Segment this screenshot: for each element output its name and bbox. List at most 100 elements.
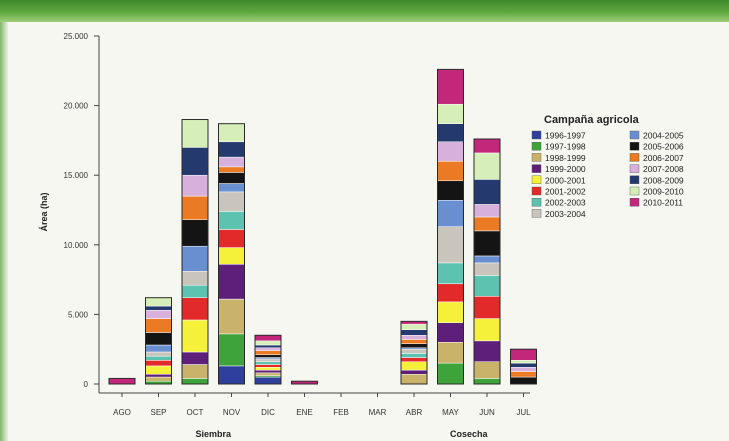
bar-segment	[145, 344, 172, 353]
x-group-label: Siembra	[195, 429, 232, 439]
bar-outline	[400, 320, 428, 385]
bar-segment	[437, 341, 464, 364]
bar-segment	[254, 340, 282, 346]
bar-segment	[218, 264, 245, 300]
x-tick-label: AGO	[113, 408, 131, 417]
bar-segment	[473, 318, 501, 342]
bar-outline	[218, 123, 245, 385]
y-tick-label: 20.000	[64, 102, 89, 111]
legend-label: 1997-1998	[545, 142, 586, 152]
bar-segment	[473, 361, 501, 379]
x-tick-label: NOV	[223, 408, 241, 417]
legend-label: 2006-2007	[643, 153, 684, 163]
legend-title: Campaña agricola	[544, 114, 640, 126]
bar-segment	[510, 360, 537, 364]
bar-segment	[108, 378, 136, 385]
legend-swatch	[629, 186, 640, 196]
bar-segment	[181, 351, 209, 365]
bar-segment	[473, 296, 501, 319]
legend-swatch	[629, 130, 640, 140]
legend-swatch	[531, 141, 542, 151]
y-tick-label: 10.000	[64, 241, 89, 250]
legend-swatch	[629, 175, 640, 185]
bar-outline	[254, 334, 282, 385]
bar-segment	[181, 297, 209, 321]
y-tick-label: 15.000	[64, 171, 89, 180]
bar-segment	[437, 226, 464, 264]
legend-label: 2001-2002	[545, 187, 586, 197]
legend-label: 1996-1997	[545, 131, 586, 141]
bar-segment	[437, 200, 464, 227]
legend-label: 2005-2006	[643, 142, 684, 152]
bar-segment	[218, 191, 245, 212]
bar-segment	[437, 161, 464, 182]
bar-segment	[145, 332, 172, 346]
bar-segment	[181, 147, 209, 176]
bar-segment	[181, 219, 209, 247]
legend-swatch	[531, 197, 542, 207]
bar-segment	[400, 357, 428, 362]
x-tick-label: JUL	[516, 408, 531, 417]
bar-segment	[145, 318, 172, 333]
legend-label: 2008-2009	[643, 175, 684, 185]
bar-segment	[400, 329, 428, 336]
bar-segment	[254, 358, 282, 362]
bar-segment	[473, 138, 501, 154]
bar-segment	[181, 364, 209, 379]
x-group-label: Cosecha	[450, 429, 489, 439]
bar-segment	[254, 369, 282, 374]
bar-segment	[181, 319, 209, 353]
legend-label: 2010-2011	[643, 198, 683, 208]
bar-segment	[218, 156, 245, 168]
bar-segment	[145, 351, 172, 357]
legend-label: 2007-2008	[643, 164, 684, 174]
x-tick-label: JUN	[479, 408, 495, 417]
decorative-left-edge	[0, 22, 8, 441]
bar-segment	[437, 180, 464, 201]
bar-segment	[473, 230, 501, 257]
bar-outline	[510, 348, 537, 385]
bar-segment	[400, 374, 428, 385]
legend-swatch	[531, 209, 542, 218]
bar-segment	[181, 195, 209, 220]
bar-segment	[218, 333, 245, 367]
bar-segment	[254, 350, 282, 356]
y-tick-label: 25.000	[64, 32, 89, 41]
x-tick-label: MAR	[369, 408, 387, 417]
legend-swatch	[531, 186, 542, 196]
y-tick-label: 5.000	[68, 310, 89, 319]
bar-segment	[145, 355, 172, 361]
bar-segment	[473, 216, 501, 232]
bar-segment	[181, 378, 209, 385]
bar-segment	[473, 262, 501, 276]
bar-segment	[400, 323, 428, 330]
x-tick-label: OCT	[187, 408, 204, 417]
bar-segment	[218, 298, 245, 335]
bar-segment	[218, 247, 245, 265]
bar-segment	[145, 360, 172, 367]
legend-label: 1998-1999	[545, 153, 586, 163]
legend-label: 2000-2001	[545, 175, 586, 185]
bar-segment	[254, 335, 282, 342]
legend-swatch	[531, 175, 542, 185]
bar-segment	[145, 365, 172, 375]
bar-outline	[108, 377, 136, 385]
x-tick-label: DIC	[261, 408, 275, 417]
legend-label: 1999-2000	[545, 164, 586, 174]
bar-segment	[254, 354, 282, 358]
x-tick-label: ABR	[406, 408, 423, 417]
legend-label: 2002-2003	[545, 198, 586, 208]
bar-segment	[181, 245, 209, 272]
bar-segment	[218, 229, 245, 248]
legend-label: 2009-2010	[643, 187, 684, 197]
bar-segment	[145, 376, 172, 382]
bar-segment	[181, 174, 209, 197]
bar-segment	[218, 365, 245, 385]
bar-segment	[437, 141, 464, 162]
bar-segment	[254, 364, 282, 368]
bar-segment	[510, 371, 537, 378]
y-tick-label: 0	[84, 380, 89, 389]
bar-segment	[254, 347, 282, 351]
bar-outline	[473, 138, 501, 385]
bar-segment	[218, 123, 245, 143]
